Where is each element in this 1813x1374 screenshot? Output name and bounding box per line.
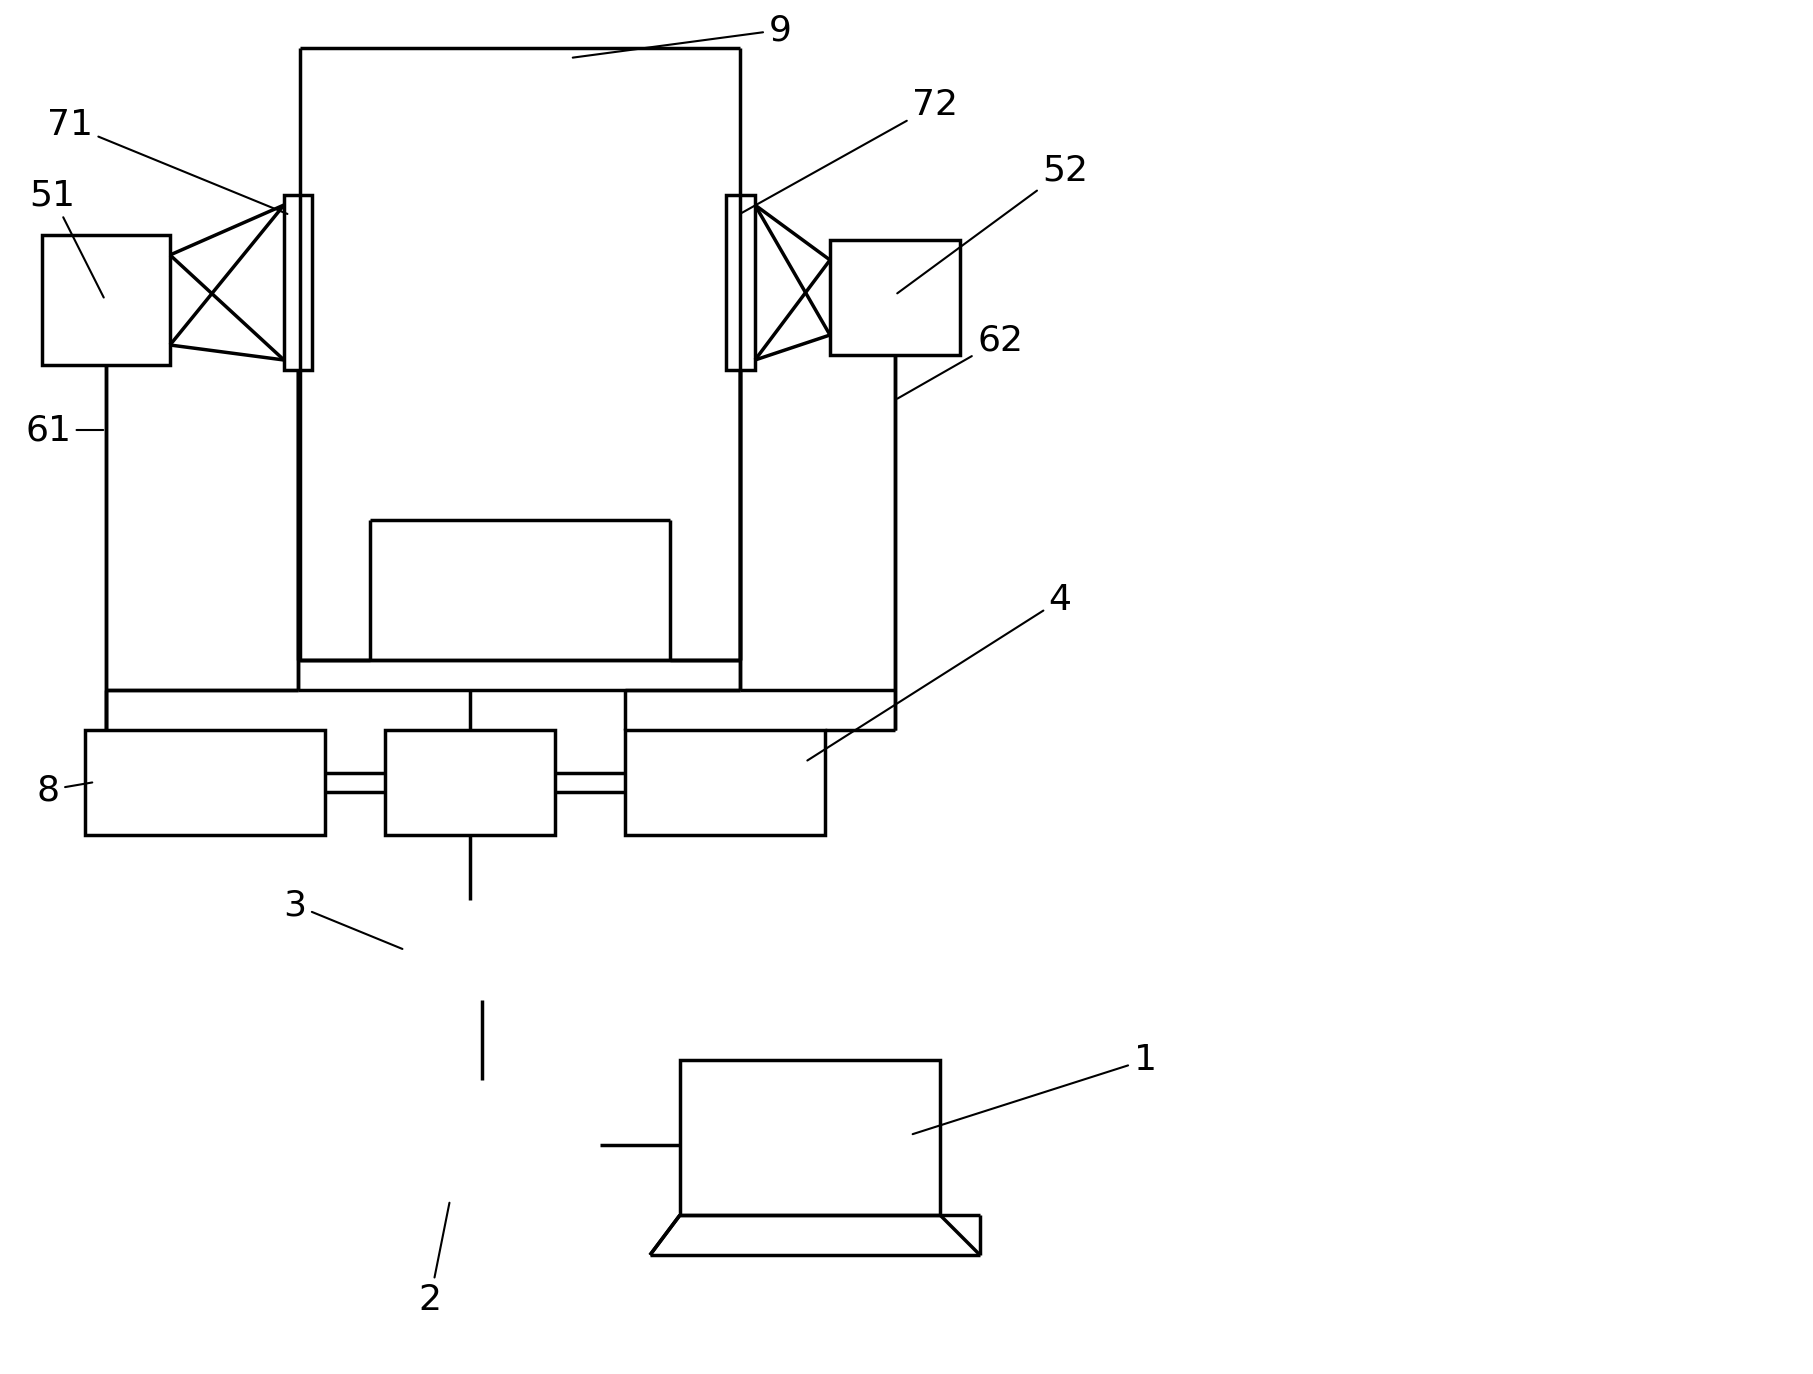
Bar [384,730,555,835]
Text: 51: 51 [29,179,103,298]
Text: 9: 9 [573,12,792,58]
Text: 52: 52 [897,153,1088,294]
Text: 8: 8 [36,774,92,807]
Text: 3: 3 [283,888,402,949]
Bar [85,730,325,835]
Bar [42,235,170,365]
Text: 72: 72 [740,88,957,213]
Text: 61: 61 [25,414,103,447]
Text: 4: 4 [807,583,1071,761]
Text: 71: 71 [47,109,288,214]
Bar [285,195,312,370]
Text: 62: 62 [897,323,1023,398]
Text: 1: 1 [912,1043,1157,1134]
Bar [830,240,961,354]
Bar [725,195,754,370]
Bar [625,730,825,835]
Text: 2: 2 [419,1202,450,1318]
Bar [680,1059,939,1215]
